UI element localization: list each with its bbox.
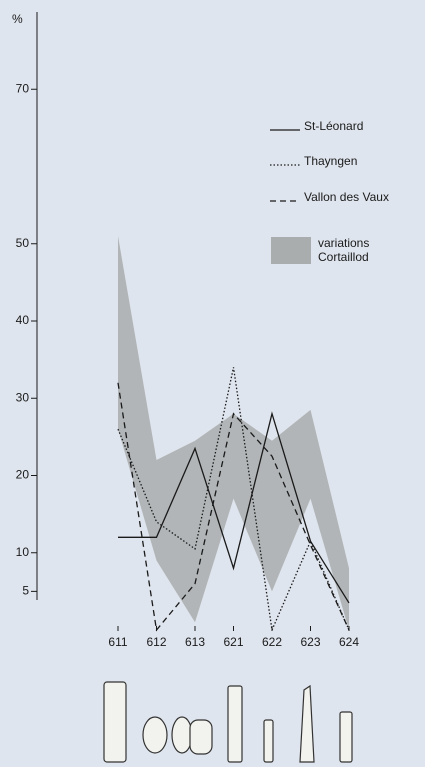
artifact	[228, 686, 242, 762]
y-tick-label: 10	[16, 545, 30, 559]
artifact	[340, 712, 352, 762]
x-tick-label: 623	[300, 635, 320, 649]
page: % 5 10 20 30 40 50 70 611 612 613 621 622 623 624 St-L…	[0, 0, 425, 767]
y-tick-label: 5	[22, 584, 29, 598]
y-tick-label: 70	[16, 81, 30, 95]
x-tick-label: 611	[108, 635, 127, 649]
artifact	[172, 717, 192, 753]
x-tick-label: 612	[146, 635, 166, 649]
artifact	[190, 720, 212, 754]
y-tick-label: 30	[16, 390, 30, 404]
legend-label: variations Cortaillod	[318, 236, 408, 264]
legend-label: Vallon des Vaux	[304, 190, 389, 204]
artifact	[300, 686, 314, 762]
artifacts	[104, 682, 352, 762]
artifact	[143, 717, 167, 753]
legend-label: Thayngen	[304, 154, 357, 168]
x-tick-label: 613	[185, 635, 205, 649]
x-tick-label: 621	[223, 635, 243, 649]
artifact	[104, 682, 126, 762]
y-tick-label: 20	[16, 468, 30, 482]
y-tick-label: 50	[16, 236, 30, 250]
y-axis-label: %	[12, 12, 23, 26]
artifact	[264, 720, 273, 762]
x-tick-label: 624	[339, 635, 359, 649]
x-tick-label: 622	[262, 635, 282, 649]
variation-band	[118, 236, 349, 630]
legend-label: St-Léonard	[304, 119, 363, 133]
legend-swatch	[271, 237, 311, 264]
chart: % 5 10 20 30 40 50 70 611 612 613 621 622 623 624 St-L…	[0, 0, 425, 767]
y-tick-label: 40	[16, 313, 30, 327]
